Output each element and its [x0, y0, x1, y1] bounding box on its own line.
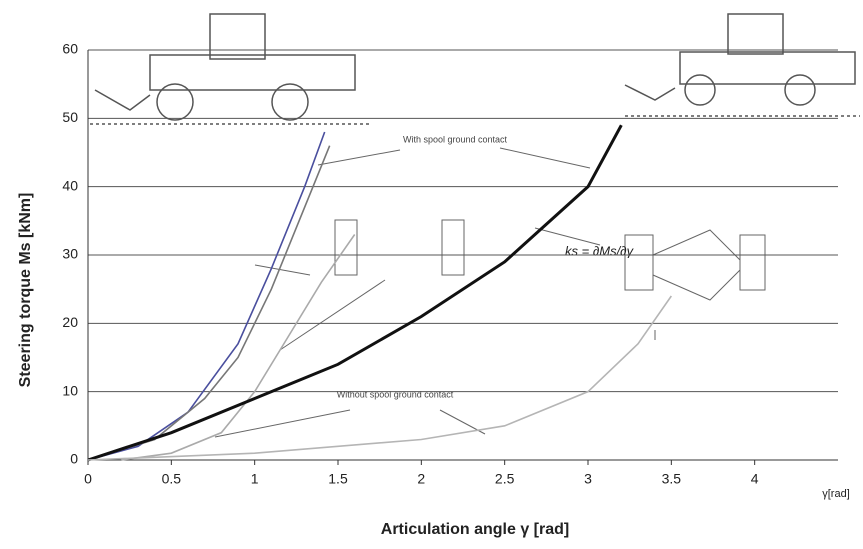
x-tick-label: 3.5 — [662, 471, 682, 487]
chart: With spool ground contact Without spool … — [0, 0, 863, 544]
annotation: Without spool ground contact — [337, 389, 454, 399]
y-tick-label: 50 — [62, 109, 78, 125]
line-series — [88, 125, 621, 460]
y-tick-label: 40 — [62, 177, 78, 193]
y-axis-label: Steering torque Ms [kNm] — [17, 193, 34, 388]
formula: ks = ∂Ms/∂γ — [565, 243, 635, 258]
loader-right — [625, 14, 860, 116]
line-series — [88, 146, 330, 460]
y-tick-label: 10 — [62, 382, 78, 398]
line-series — [121, 235, 354, 461]
x-tick-label: 2 — [417, 471, 425, 487]
loader-left — [90, 14, 370, 124]
y-tick-label: 60 — [62, 41, 78, 57]
x-tick-label: 0.5 — [162, 471, 182, 487]
x-axis-label: Articulation angle γ [rad] — [381, 521, 569, 538]
y-tick-label: 0 — [70, 451, 78, 467]
x-tick-label: 1 — [251, 471, 259, 487]
x-tick-label: 2.5 — [495, 471, 515, 487]
x-tick-label: 4 — [751, 471, 759, 487]
x-unit-label: γ[rad] — [822, 488, 850, 500]
y-tick-label: 30 — [62, 246, 78, 262]
x-tick-label: 0 — [84, 471, 92, 487]
annotation: With spool ground contact — [403, 134, 508, 144]
x-tick-label: 3 — [584, 471, 592, 487]
line-series — [88, 132, 325, 460]
line-series — [88, 296, 671, 460]
y-tick-label: 20 — [62, 314, 78, 330]
x-tick-label: 1.5 — [328, 471, 348, 487]
